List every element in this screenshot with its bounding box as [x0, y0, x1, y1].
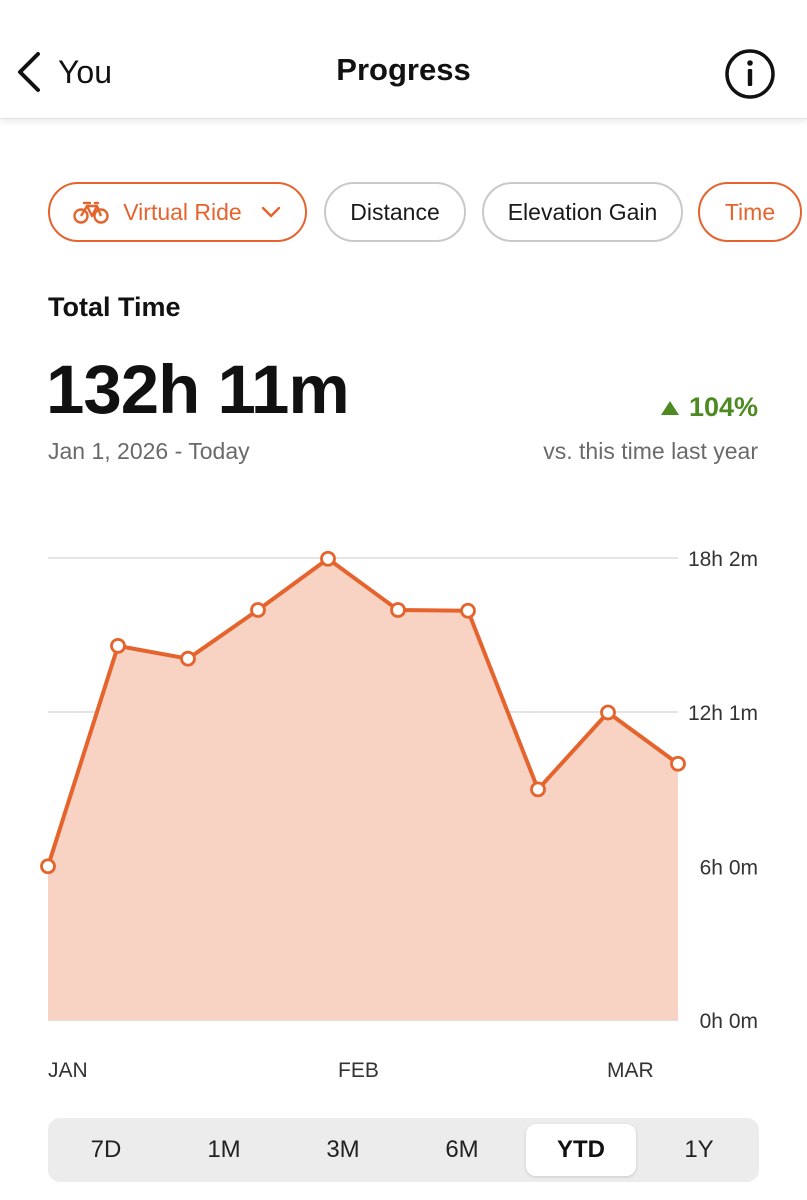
range-6m[interactable]: 6M: [445, 1136, 479, 1163]
comparison-text: vs. this time last year: [543, 438, 758, 464]
filter-bar: Virtual Ride Distance Elevation Gain Tim…: [48, 182, 807, 246]
total-time-value: 132h 11m: [46, 351, 350, 428]
chevron-down-icon: [261, 206, 280, 218]
data-point[interactable]: [110, 637, 126, 654]
range-1y[interactable]: 1Y: [684, 1136, 714, 1163]
metric-filter-label: Elevation Gain: [507, 198, 658, 225]
back-label: You: [58, 53, 112, 90]
series-line: [46, 556, 680, 867]
metric-filter-label: Distance: [350, 198, 440, 225]
bike-icon: [73, 201, 109, 224]
change-indicator: 104%: [660, 392, 758, 423]
data-point[interactable]: [320, 550, 336, 567]
date-range: Jan 1, 2026 - Today: [48, 438, 250, 464]
back-button[interactable]: You: [14, 50, 112, 94]
metric-filter-label: Time: [724, 198, 776, 225]
range-ytd[interactable]: YTD: [526, 1124, 636, 1176]
data-point[interactable]: [670, 755, 686, 772]
range-selector: 7D 1M 3M 6M YTD 1Y: [48, 1118, 759, 1182]
metric-filter-elevation-gain[interactable]: Elevation Gain: [482, 182, 683, 242]
header: You Progress: [0, 0, 807, 119]
page-title: Progress: [336, 52, 471, 87]
summary-label: Total Time: [48, 292, 181, 322]
time-chart[interactable]: 0h 0m 6h 0m 12h 1m 18h 2m JAN FEB MAR: [0, 530, 807, 1090]
data-point[interactable]: [40, 858, 56, 875]
data-point[interactable]: [180, 650, 196, 667]
y-tick-label: 0h 0m: [700, 1010, 758, 1033]
range-7d[interactable]: 7D: [90, 1136, 122, 1163]
data-point[interactable]: [460, 602, 476, 619]
data-point[interactable]: [250, 602, 266, 618]
x-tick-label: FEB: [338, 1059, 379, 1082]
chevron-left-icon: [18, 52, 40, 92]
data-point[interactable]: [390, 602, 406, 618]
triangle-up-icon: [660, 400, 679, 415]
sport-filter-label: Virtual Ride: [123, 198, 242, 225]
x-tick-label: JAN: [48, 1059, 88, 1082]
range-3m[interactable]: 3M: [326, 1136, 360, 1163]
area-fill: [48, 558, 678, 1020]
metric-filter-distance[interactable]: Distance: [324, 182, 466, 242]
sport-filter-dropdown[interactable]: Virtual Ride: [48, 182, 307, 242]
info-icon[interactable]: [724, 48, 776, 100]
range-1m[interactable]: 1M: [207, 1136, 241, 1163]
data-point[interactable]: [600, 704, 616, 721]
y-tick-label: 12h 1m: [688, 702, 758, 725]
change-value: 104%: [688, 392, 758, 422]
metric-filter-time[interactable]: Time: [698, 182, 802, 242]
data-point[interactable]: [530, 781, 546, 798]
y-tick-label: 18h 2m: [688, 548, 758, 571]
x-tick-label: MAR: [607, 1059, 654, 1082]
y-tick-label: 6h 0m: [700, 856, 758, 879]
